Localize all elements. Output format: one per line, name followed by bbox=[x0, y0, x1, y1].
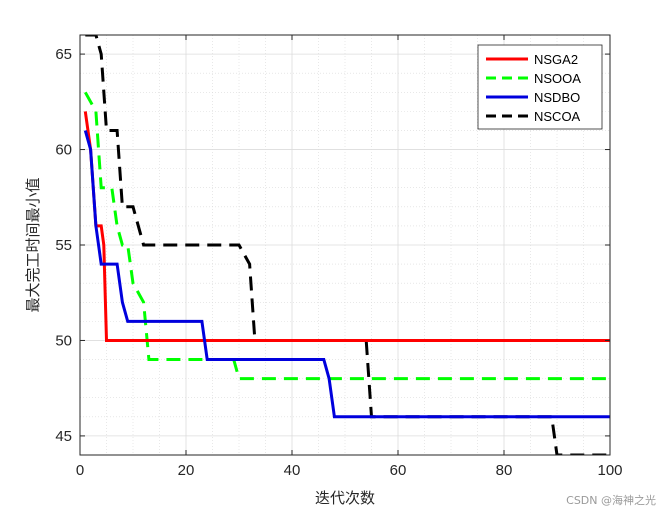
x-tick-label: 20 bbox=[178, 462, 195, 479]
y-axis-title: 最大完工时间最小值 bbox=[24, 177, 42, 312]
axis-ticks: 0 20 40 60 80 100 45 50 55 60 65 bbox=[55, 35, 623, 479]
x-tick-label: 100 bbox=[597, 462, 622, 479]
series-lines bbox=[83, 35, 610, 455]
y-tick-label: 65 bbox=[55, 46, 72, 63]
y-tick-label: 50 bbox=[55, 332, 72, 349]
y-tick-label: 60 bbox=[55, 142, 72, 159]
y-tick-label: 55 bbox=[55, 237, 72, 254]
x-tick-label: 0 bbox=[76, 462, 84, 479]
legend: NSGA2 NSOOA NSDBO NSCOA bbox=[477, 44, 603, 130]
legend-label-nsdbo: NSDBO bbox=[534, 90, 580, 105]
y-tick-label: 45 bbox=[55, 428, 72, 445]
x-tick-label: 40 bbox=[284, 462, 301, 479]
x-axis-title: 迭代次数 bbox=[315, 489, 375, 507]
series-line-nsdbo bbox=[83, 130, 610, 419]
x-tick-label: 80 bbox=[496, 462, 513, 479]
legend-label-nsooa: NSOOA bbox=[534, 71, 581, 86]
x-tick-label: 60 bbox=[390, 462, 407, 479]
watermark-text: CSDN @海神之光 bbox=[566, 493, 656, 507]
legend-label-nsga2: NSGA2 bbox=[534, 52, 578, 67]
legend-label-nscoa: NSCOA bbox=[534, 109, 581, 124]
